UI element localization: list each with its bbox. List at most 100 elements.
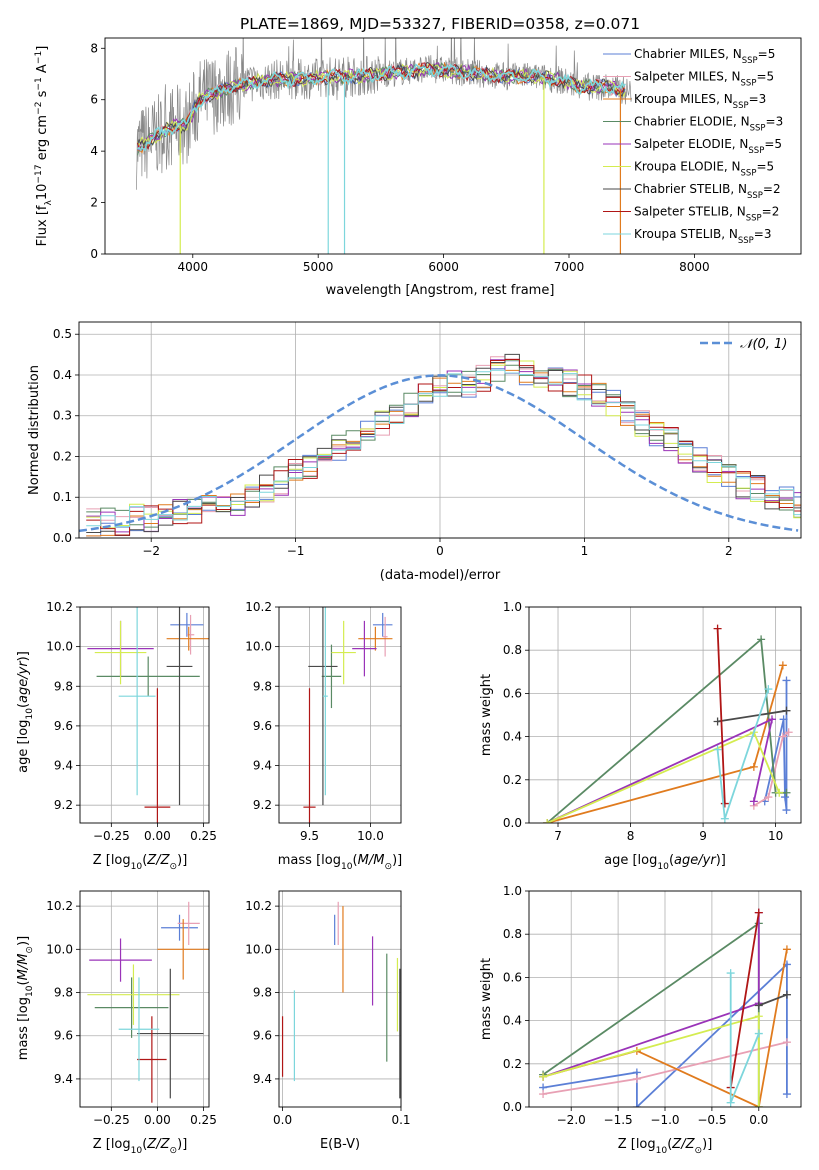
weight-line-kroupa-stelib (729, 973, 760, 1104)
errorbar-salpeter-elodie (89, 938, 152, 982)
y-tick-label: 9.2 (253, 798, 272, 812)
y-tick-label: 0.0 (53, 531, 72, 545)
x-tick-label: 4000 (178, 260, 209, 274)
weight-marker-chabrier-miles (782, 806, 791, 815)
mass-vs-metallicity-panel: −0.25 0.00 0.25 9.4 9.6 9.8 10.0 10.2 Z [log10(Z… (16, 890, 217, 1156)
x-tick-label: −1.5 (604, 1113, 633, 1127)
legend-label-chabrier-miles: Chabrier MILES, NSSP=5 (634, 47, 775, 66)
y-tick-label: 10.2 (245, 600, 272, 614)
x-axis-label: E(B-V) (320, 1137, 360, 1152)
y-tick-label: 2 (90, 196, 98, 210)
y-tick-label: 0.2 (503, 773, 522, 787)
x-tick-label: 0.00 (144, 1113, 171, 1127)
errorbar-salpeter-miles (186, 614, 195, 655)
weight-marker-chabrier-miles (782, 1090, 791, 1099)
legend-nssp: 5 (767, 70, 775, 84)
y-tick-label: 0.2 (503, 1057, 522, 1071)
axes-frame (79, 606, 210, 824)
legend-label-salpeter-elodie: Salpeter ELODIE, NSSP=5 (634, 137, 782, 156)
weight-line-kroupa-miles (546, 665, 784, 823)
y-tick-label: 8 (90, 41, 98, 55)
errorbar-chabrier-miles (161, 914, 198, 941)
x-tick-label: −0.25 (93, 1113, 130, 1127)
y-tick-label: 0.8 (503, 927, 522, 941)
weight-marker-salpeter-miles (764, 793, 773, 802)
legend-label-kroupa-miles: Kroupa MILES, NSSP=3 (634, 92, 766, 111)
y-tick-label: 0.8 (503, 643, 522, 657)
weight-series (543, 624, 793, 823)
errorbar-chabrier-miles (372, 612, 393, 637)
legend-series-name: Chabrier ELODIE (634, 115, 733, 129)
weight-line-salpeter-stelib (716, 628, 726, 804)
y-tick-label: 10.0 (245, 640, 272, 654)
x-tick-label: 10 (768, 829, 783, 843)
weight-marker-chabrier-stelib (713, 717, 722, 726)
legend-nssp: 5 (768, 47, 776, 61)
legend-label-salpeter-stelib: Salpeter STELIB, NSSP=2 (634, 205, 779, 224)
errorbar-points (87, 607, 209, 823)
y-axis-label: Normed distribution (27, 365, 42, 495)
legend-nssp: 2 (772, 205, 780, 219)
weight-marker-kroupa-elodie (543, 819, 552, 823)
y-tick-label: 9.6 (54, 719, 73, 733)
errorbar-chabrier-elodie (94, 977, 169, 1038)
weight-marker-kroupa-miles (782, 945, 791, 954)
x-tick-label: 9 (699, 829, 707, 843)
weight-line-salpeter-stelib (729, 912, 760, 1088)
x-tick-label: 7 (554, 829, 562, 843)
weight-marker-chabrier-elodie (782, 788, 791, 797)
axes-frame (278, 890, 402, 1108)
legend-nssp: 2 (773, 182, 781, 196)
weight-marker-kroupa-elodie (775, 788, 784, 797)
weight-line-chabrier-elodie (546, 637, 787, 823)
errorbar-chabrier-elodie (321, 644, 342, 709)
y-tick-label: 10.0 (46, 942, 73, 956)
y-axis-label: age [log10(age/yr)] (16, 651, 35, 773)
x-tick-label: 9.5 (300, 829, 319, 843)
weight-line-chabrier-miles (542, 962, 788, 1107)
y-tick-label: 0.4 (53, 368, 72, 382)
x-tick-label: 1 (581, 544, 589, 558)
axes-frame (104, 37, 802, 255)
weight-marker-kroupa-elodie (539, 1072, 548, 1081)
weight-line-kroupa-elodie (546, 731, 781, 823)
weight-line-chabrier-stelib (717, 709, 787, 723)
errorbar-salpeter-stelib (303, 688, 316, 823)
axes-frame (528, 606, 802, 824)
x-tick-label: −1 (287, 544, 305, 558)
histogram-kroupa-miles (86, 362, 801, 537)
y-tick-label: 1.0 (503, 884, 522, 898)
y-tick-label: 4 (90, 144, 98, 158)
legend-nssp: 3 (759, 92, 767, 106)
y-tick-label: 0.1 (53, 490, 72, 504)
histogram-salpeter-elodie (86, 359, 801, 533)
y-tick-label: 6 (90, 93, 98, 107)
legend-series-name: Salpeter MILES (634, 70, 724, 84)
y-tick-label: 9.4 (54, 759, 73, 773)
x-axis-label: wavelength [Angstrom, rest frame] (326, 283, 555, 298)
y-tick-label: 10.0 (46, 640, 73, 654)
x-tick-label: 2 (725, 544, 733, 558)
y-tick-label: 9.6 (253, 719, 272, 733)
weight-marker-salpeter-stelib (713, 624, 722, 633)
x-tick-label: 8000 (679, 260, 710, 274)
x-tick-label: 0.25 (190, 1113, 217, 1127)
y-tick-label: 9.2 (54, 798, 73, 812)
y-axis-label: mass weight (479, 958, 494, 1040)
x-tick-label: 6000 (428, 260, 459, 274)
legend-series-name: Chabrier MILES (634, 47, 725, 61)
y-tick-label: 0.4 (503, 1014, 522, 1028)
legend-label-kroupa-elodie: Kroupa ELODIE, NSSP=5 (634, 160, 774, 179)
y-tick-label: 10.2 (46, 899, 73, 913)
weight-marker-chabrier-miles (782, 676, 791, 685)
x-tick-label: −1.0 (650, 1113, 679, 1127)
weight-marker-chabrier-elodie (757, 635, 766, 644)
weight-marker-kroupa-stelib (754, 1029, 763, 1038)
mass-vs-ebv-panel: 0.0 0.1 9.4 9.6 9.8 10.0 10.2 E(B-V) (245, 890, 411, 1152)
x-axis-label: age [log10(age/yr)] (604, 853, 726, 872)
y-tick-label: 10.0 (245, 942, 272, 956)
axes-frame (278, 606, 402, 824)
axes-frame (528, 890, 802, 1108)
y-tick-label: 0.2 (53, 449, 72, 463)
errorbar-points (87, 901, 209, 1103)
